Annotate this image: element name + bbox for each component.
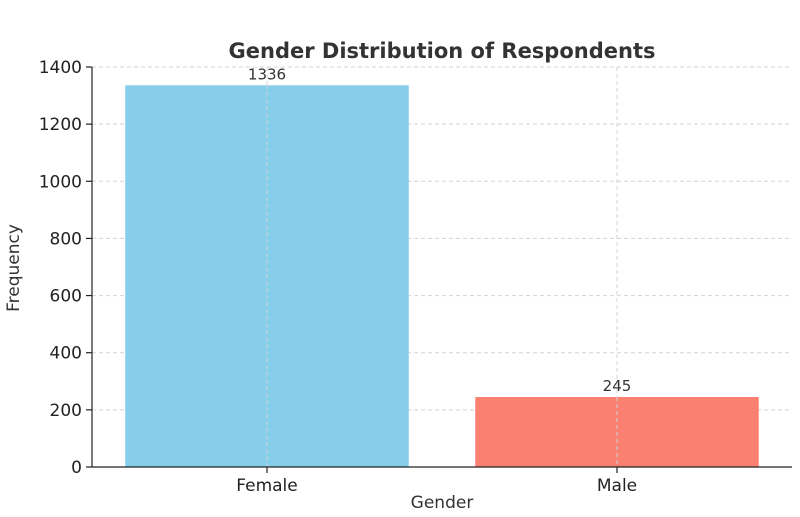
y-tick-label-1: 200 [50,401,82,421]
y-tick-label-4: 800 [50,229,82,249]
labels: 1336 Female 245 Male 0 200 400 600 800 1000 1200 14… [39,58,637,496]
y-tick-label-2: 400 [50,344,82,364]
axes [86,66,792,473]
y-tick-label-0: 0 [71,458,82,478]
bars [125,85,759,468]
y-axis-label: Frequency [4,224,24,312]
y-tick-label-6: 1200 [39,115,82,135]
y-tick-label-5: 1000 [39,172,82,192]
value-label-female: 1336 [248,65,286,83]
y-tick-label-3: 600 [50,287,82,307]
value-label-male: 245 [603,377,632,395]
chart-title: Gender Distribution of Respondents [229,39,656,63]
x-tick-label-male: Male [597,476,637,496]
x-axis-label: Gender [411,493,474,513]
x-tick-label-female: Female [236,476,297,496]
y-tick-label-7: 1400 [39,58,82,78]
